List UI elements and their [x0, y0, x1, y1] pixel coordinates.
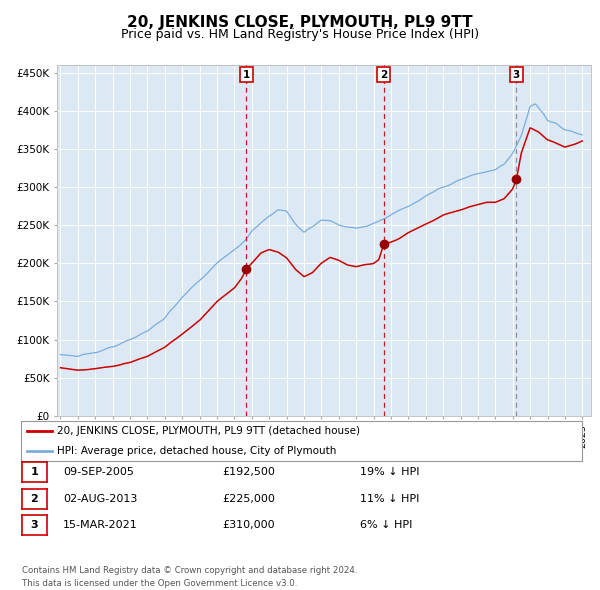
Text: 20, JENKINS CLOSE, PLYMOUTH, PL9 9TT (detached house): 20, JENKINS CLOSE, PLYMOUTH, PL9 9TT (de…: [58, 427, 361, 436]
Text: HPI: Average price, detached house, City of Plymouth: HPI: Average price, detached house, City…: [58, 447, 337, 456]
Text: 3: 3: [513, 70, 520, 80]
Text: 1: 1: [243, 70, 250, 80]
Text: Contains HM Land Registry data © Crown copyright and database right 2024.
This d: Contains HM Land Registry data © Crown c…: [22, 566, 357, 588]
Text: 15-MAR-2021: 15-MAR-2021: [63, 520, 138, 530]
Text: £310,000: £310,000: [222, 520, 275, 530]
Text: 19% ↓ HPI: 19% ↓ HPI: [360, 467, 419, 477]
Text: 2: 2: [380, 70, 387, 80]
Text: £192,500: £192,500: [222, 467, 275, 477]
Text: 20, JENKINS CLOSE, PLYMOUTH, PL9 9TT: 20, JENKINS CLOSE, PLYMOUTH, PL9 9TT: [127, 15, 473, 30]
Text: 11% ↓ HPI: 11% ↓ HPI: [360, 494, 419, 503]
Text: 09-SEP-2005: 09-SEP-2005: [63, 467, 134, 477]
Text: 1: 1: [31, 467, 38, 477]
Text: 6% ↓ HPI: 6% ↓ HPI: [360, 520, 412, 530]
Text: £225,000: £225,000: [222, 494, 275, 503]
Text: 02-AUG-2013: 02-AUG-2013: [63, 494, 137, 503]
Text: 2: 2: [31, 494, 38, 504]
Text: Price paid vs. HM Land Registry's House Price Index (HPI): Price paid vs. HM Land Registry's House …: [121, 28, 479, 41]
Text: 3: 3: [31, 520, 38, 530]
